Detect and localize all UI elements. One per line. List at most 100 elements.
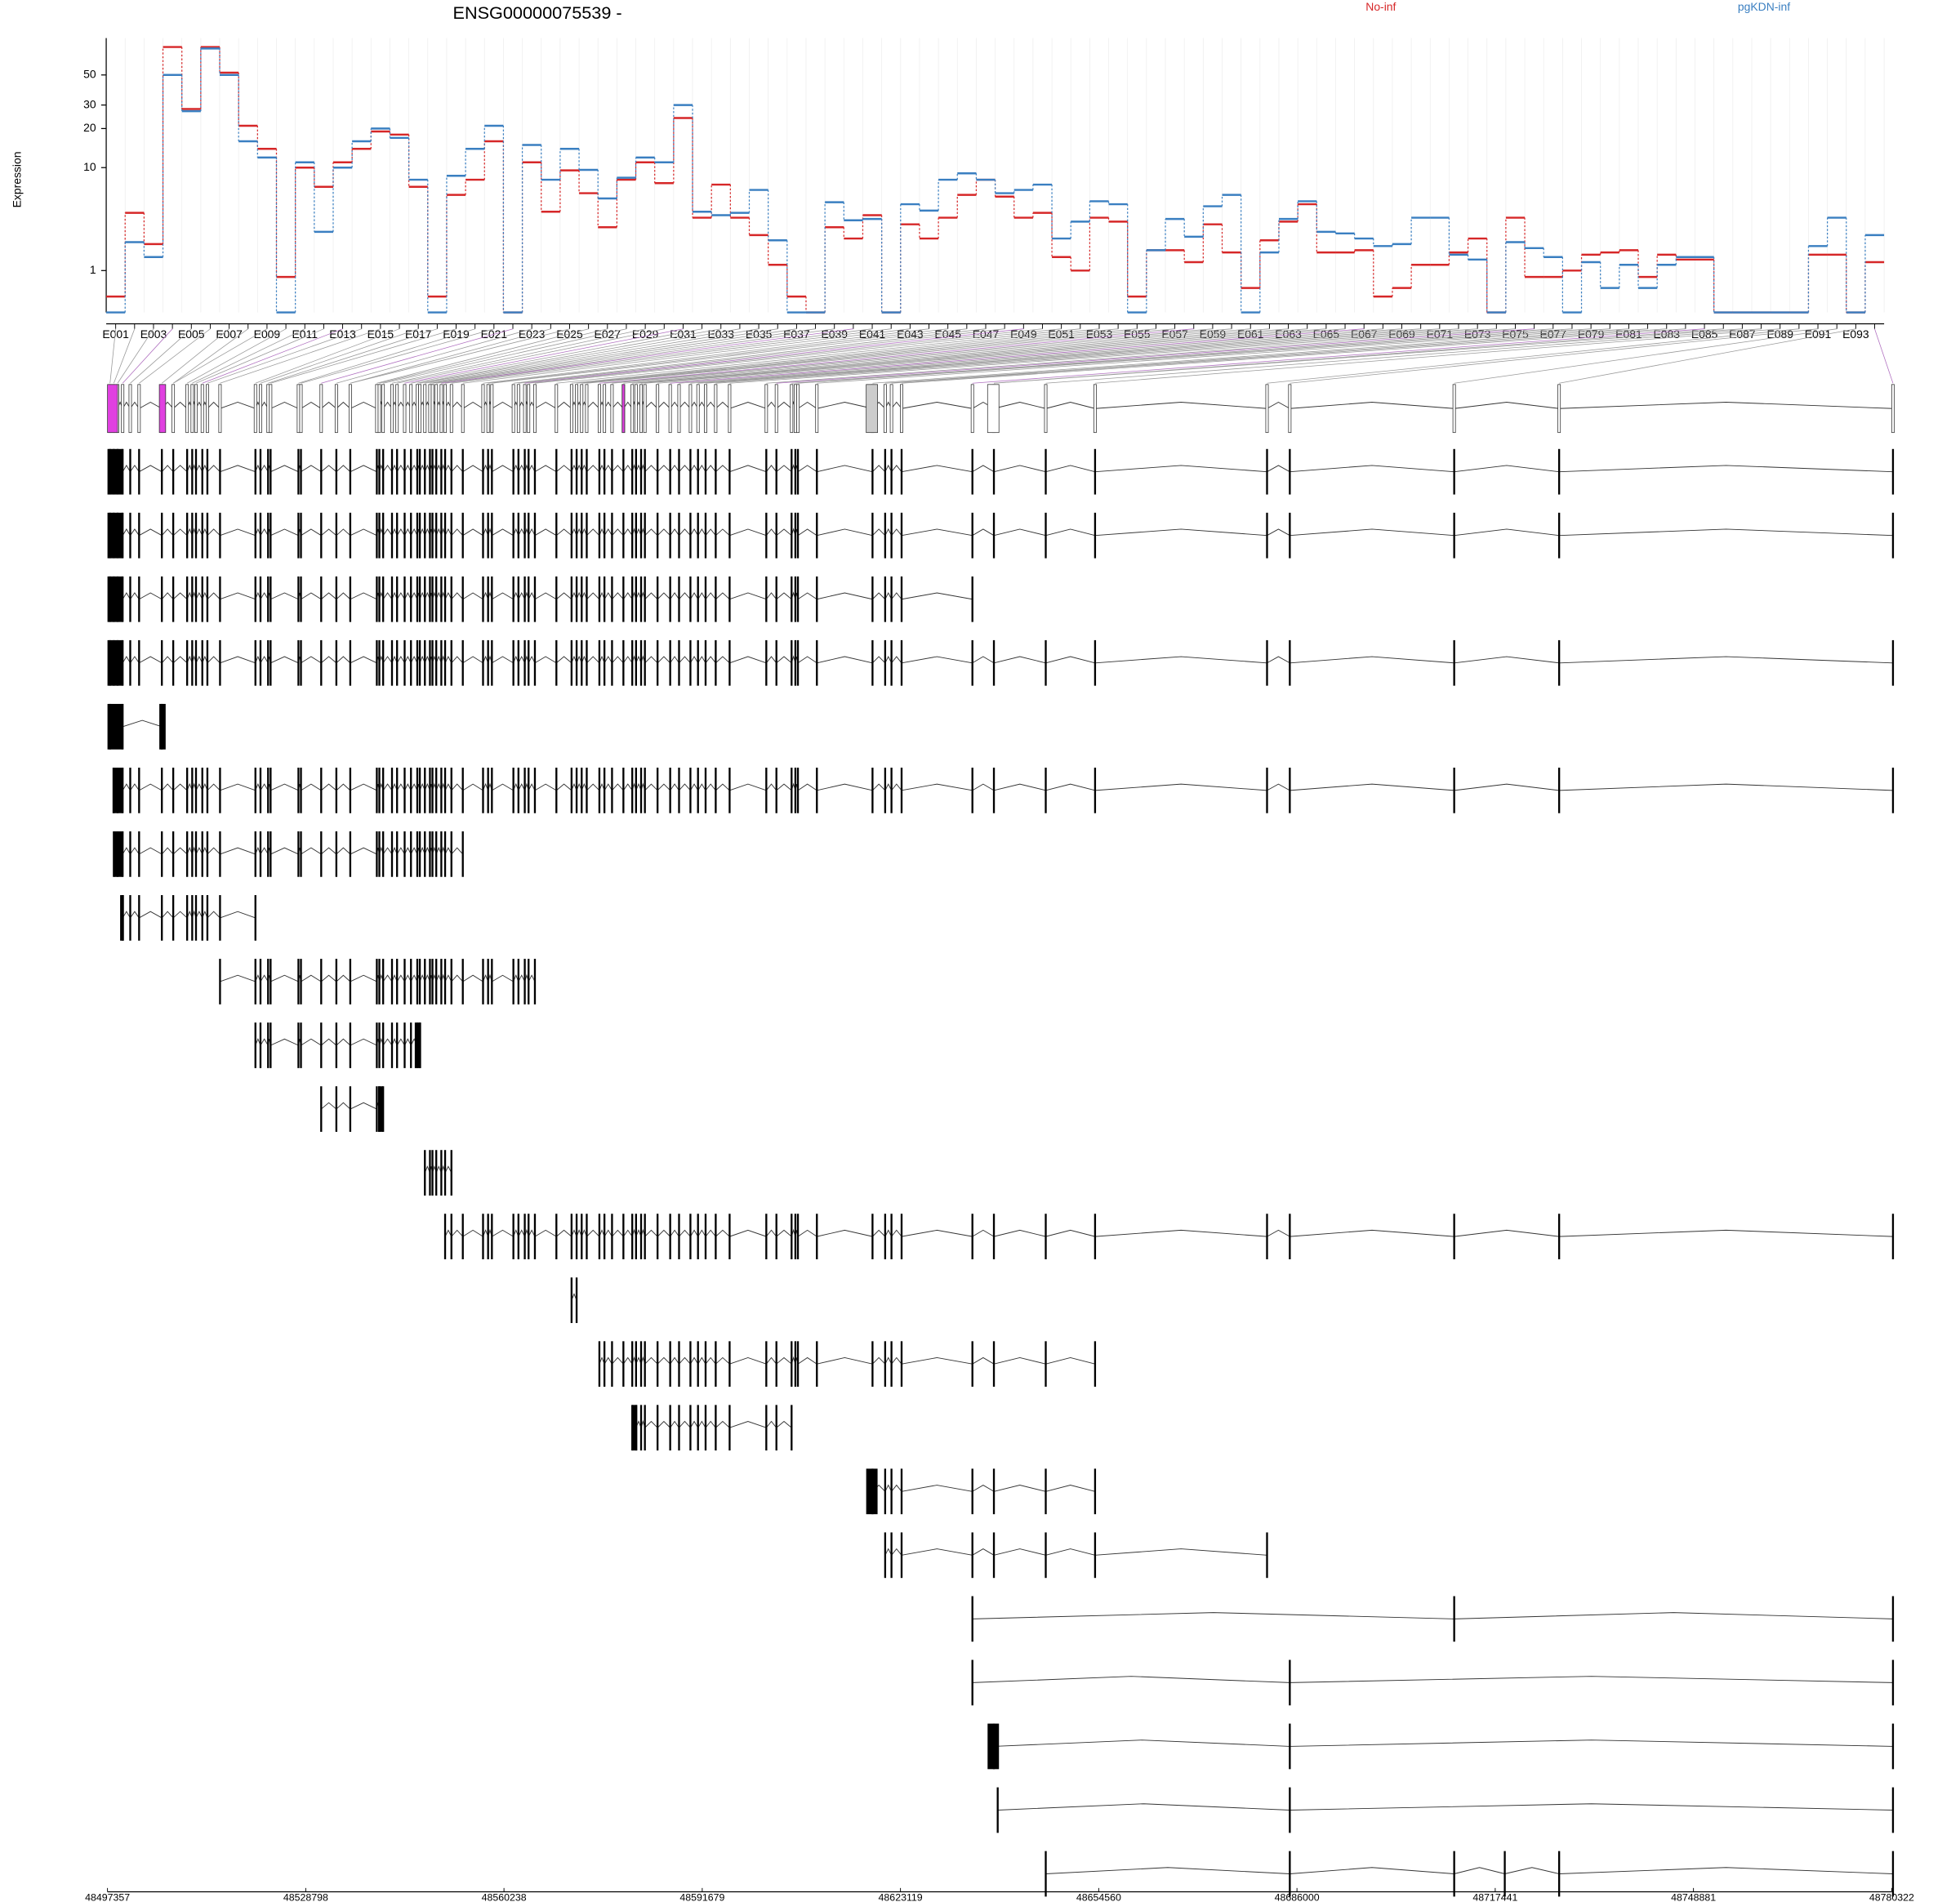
intron xyxy=(604,1229,612,1237)
exon-box xyxy=(299,384,303,434)
exon xyxy=(300,448,302,495)
intron xyxy=(462,465,483,473)
exon xyxy=(431,1150,434,1196)
intron xyxy=(1559,783,1893,791)
exon xyxy=(992,1468,996,1515)
exon xyxy=(403,576,406,622)
exon xyxy=(1453,767,1455,813)
exon xyxy=(376,448,378,495)
intron xyxy=(776,1356,792,1365)
exon xyxy=(416,448,419,495)
exon xyxy=(765,1214,768,1259)
exon xyxy=(657,1405,659,1451)
intron xyxy=(670,1356,679,1365)
exon xyxy=(435,639,438,686)
exon-connector xyxy=(488,328,948,384)
exon xyxy=(259,576,262,622)
exon xyxy=(335,767,338,813)
intron xyxy=(993,1229,1046,1237)
exon xyxy=(1558,448,1561,495)
exon-connector xyxy=(1094,328,1780,384)
exon xyxy=(259,448,262,495)
intron xyxy=(1045,465,1096,473)
exon xyxy=(697,639,699,686)
exon xyxy=(796,1341,800,1388)
exon xyxy=(523,1214,526,1259)
exon xyxy=(871,1341,874,1388)
intron xyxy=(350,592,377,600)
exon-connector xyxy=(451,328,892,384)
intron xyxy=(1454,656,1560,664)
exon xyxy=(297,576,300,622)
exon xyxy=(376,959,378,1004)
intron xyxy=(382,974,393,982)
exon-connector xyxy=(884,328,1648,384)
intron xyxy=(451,656,464,664)
exon-box xyxy=(416,384,419,434)
exon xyxy=(586,767,588,813)
exon xyxy=(138,895,140,941)
exon xyxy=(172,512,175,559)
intron xyxy=(172,465,188,473)
intron xyxy=(765,1356,777,1365)
intron xyxy=(139,528,163,537)
exon xyxy=(487,1214,489,1259)
intron xyxy=(776,465,792,473)
exon xyxy=(533,576,537,622)
intron xyxy=(396,656,405,664)
exon xyxy=(1558,767,1561,813)
exon xyxy=(491,767,493,813)
exon-connector xyxy=(379,328,608,384)
exon xyxy=(528,639,530,686)
intron xyxy=(884,464,893,472)
exon xyxy=(794,767,797,813)
exon-connector xyxy=(109,328,117,384)
intron xyxy=(396,974,405,982)
exon xyxy=(644,639,646,686)
y-tick-label: 1 xyxy=(90,263,96,276)
intron xyxy=(195,464,203,472)
exon xyxy=(1558,1214,1561,1259)
intron xyxy=(1559,1867,1893,1874)
intron xyxy=(765,656,777,664)
exon-box xyxy=(418,384,421,434)
intron xyxy=(690,1356,699,1365)
exon xyxy=(992,448,996,495)
intron xyxy=(729,1356,767,1365)
x-tick-label: E039 xyxy=(821,327,848,341)
exon-connector xyxy=(172,328,248,384)
intron xyxy=(207,783,220,791)
y-tick-label: 20 xyxy=(83,121,96,134)
exon xyxy=(450,512,452,559)
intron xyxy=(697,592,706,599)
exon xyxy=(112,767,123,813)
exon-box xyxy=(137,384,141,434)
exon xyxy=(697,1214,699,1259)
exon-box xyxy=(1265,384,1269,434)
intron xyxy=(884,1484,893,1492)
exon-connector xyxy=(776,328,1535,384)
intron xyxy=(1454,1612,1893,1619)
exon xyxy=(443,448,447,495)
intron xyxy=(1045,1548,1096,1556)
intron xyxy=(622,656,633,664)
exon xyxy=(161,576,163,622)
intron xyxy=(301,528,322,537)
intron xyxy=(270,592,299,600)
intron xyxy=(462,401,483,409)
intron xyxy=(972,1484,995,1492)
intron xyxy=(350,1038,377,1046)
intron xyxy=(670,465,679,472)
intron xyxy=(901,1229,973,1237)
genomic-tick-label: 48686000 xyxy=(1275,1892,1320,1902)
exon xyxy=(704,1341,707,1388)
exon xyxy=(297,512,300,559)
exon xyxy=(555,767,558,813)
exon xyxy=(254,1022,256,1068)
exon xyxy=(871,639,874,686)
exon xyxy=(1891,1659,1895,1706)
intron xyxy=(451,1229,464,1237)
exon-box xyxy=(1093,384,1097,434)
exon xyxy=(715,1214,717,1259)
exon xyxy=(403,448,406,495)
